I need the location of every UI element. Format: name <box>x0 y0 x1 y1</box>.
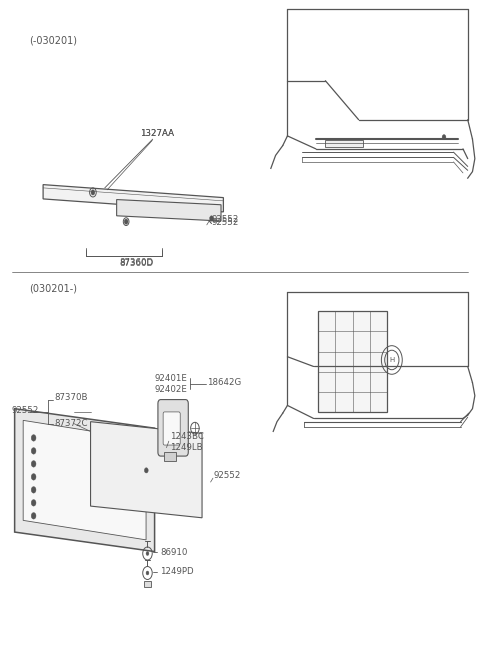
Circle shape <box>31 460 36 467</box>
Text: (-030201): (-030201) <box>29 35 77 45</box>
FancyBboxPatch shape <box>318 311 387 412</box>
Circle shape <box>91 190 95 195</box>
FancyBboxPatch shape <box>325 140 363 147</box>
Text: 1249LB: 1249LB <box>170 443 203 452</box>
Text: 87372C: 87372C <box>54 419 87 428</box>
Circle shape <box>146 571 149 575</box>
Circle shape <box>442 135 446 140</box>
Text: 92402E: 92402E <box>155 384 188 394</box>
Text: 18642G: 18642G <box>207 377 241 386</box>
FancyBboxPatch shape <box>144 581 151 588</box>
Text: H: H <box>389 357 395 363</box>
FancyBboxPatch shape <box>163 412 180 445</box>
Text: 92552: 92552 <box>214 471 241 480</box>
Text: 87370B: 87370B <box>54 393 87 402</box>
FancyBboxPatch shape <box>158 400 188 456</box>
Text: 92552: 92552 <box>212 218 239 227</box>
FancyBboxPatch shape <box>164 451 176 460</box>
Text: 92552: 92552 <box>12 406 39 415</box>
Circle shape <box>31 447 36 454</box>
Text: 92401E: 92401E <box>155 373 188 383</box>
Text: 87360D: 87360D <box>119 259 153 269</box>
Text: 92552: 92552 <box>212 215 239 223</box>
Text: 1327AA: 1327AA <box>140 129 174 138</box>
Polygon shape <box>117 200 221 221</box>
Text: 1327AA: 1327AA <box>140 130 174 138</box>
Text: 1243BC: 1243BC <box>170 432 204 441</box>
Polygon shape <box>91 422 202 518</box>
Circle shape <box>31 513 36 519</box>
Circle shape <box>124 219 128 224</box>
Circle shape <box>146 552 149 555</box>
Polygon shape <box>43 185 223 212</box>
Circle shape <box>210 215 214 221</box>
Circle shape <box>31 500 36 506</box>
Text: 1249PD: 1249PD <box>160 567 194 576</box>
Polygon shape <box>14 409 155 552</box>
Circle shape <box>144 468 148 473</box>
Circle shape <box>31 435 36 441</box>
Polygon shape <box>23 421 146 540</box>
Circle shape <box>31 487 36 493</box>
Circle shape <box>31 474 36 480</box>
Text: 87360D: 87360D <box>119 258 153 267</box>
Text: (030201-): (030201-) <box>29 284 77 293</box>
Text: 86910: 86910 <box>160 548 188 557</box>
